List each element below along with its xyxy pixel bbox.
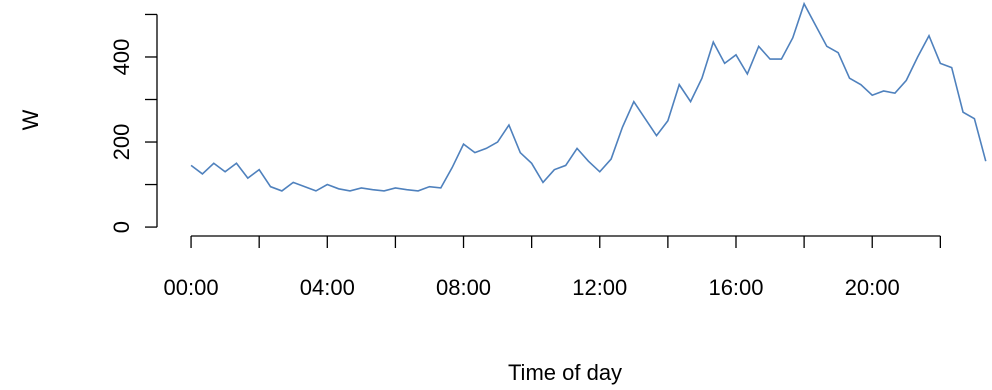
y-tick-label: 0 xyxy=(109,221,134,233)
x-tick-label: 08:00 xyxy=(436,275,491,300)
y-axis-label: W xyxy=(18,109,43,130)
x-tick-label: 00:00 xyxy=(164,275,219,300)
x-tick-label: 04:00 xyxy=(300,275,355,300)
plot-area xyxy=(190,1,987,192)
y-tick-label: 200 xyxy=(109,124,134,161)
data-line xyxy=(190,1,987,192)
x-tick-label: 16:00 xyxy=(708,275,763,300)
x-axis-label: Time of day xyxy=(508,360,622,385)
x-tick-label: 12:00 xyxy=(572,275,627,300)
x-tick-label: 20:00 xyxy=(845,275,900,300)
y-tick-label: 400 xyxy=(109,39,134,76)
